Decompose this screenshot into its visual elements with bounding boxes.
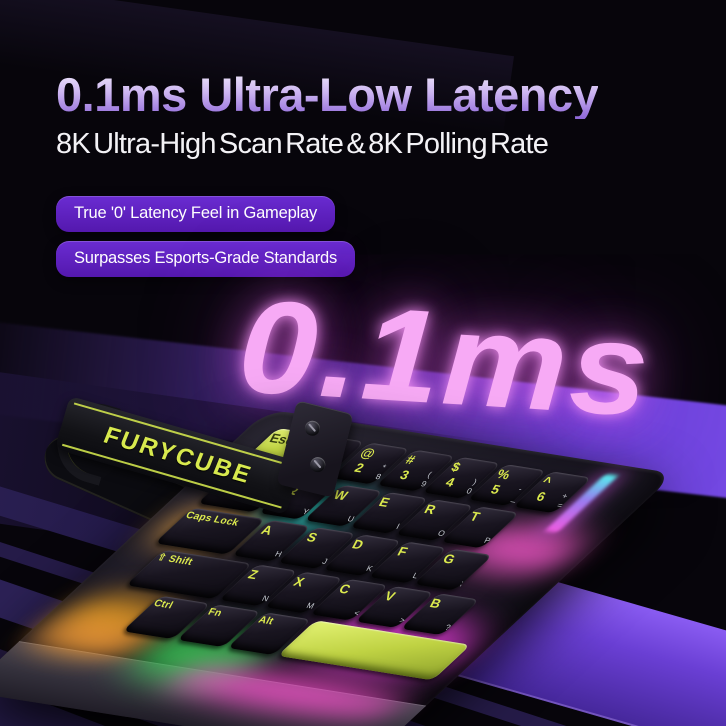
feature-badge-label: Surpasses Esports-Grade Standards xyxy=(74,249,338,267)
feature-badge-label: True '0' Latency Feel in Gameplay xyxy=(74,204,318,222)
page-subtitle: 8K Ultra-High Scan Rate & 8K Polling Rat… xyxy=(56,128,549,160)
screw-icon xyxy=(308,455,327,474)
page-title: 0.1ms Ultra-Low Latency xyxy=(56,68,599,121)
feature-badge-esports: Surpasses Esports-Grade Standards xyxy=(56,241,356,277)
feature-badge-latency-feel: True '0' Latency Feel in Gameplay xyxy=(56,196,336,232)
feature-badges: True '0' Latency Feel in Gameplay Surpas… xyxy=(56,196,356,277)
screw-icon xyxy=(303,419,322,438)
